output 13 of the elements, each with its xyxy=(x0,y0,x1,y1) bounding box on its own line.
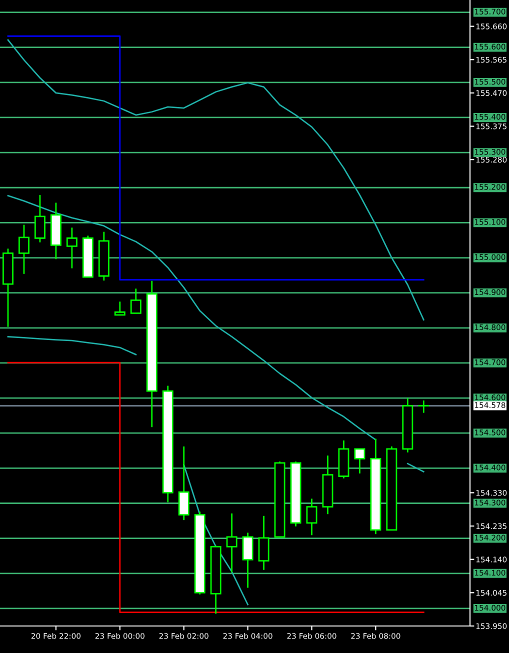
candlestick xyxy=(130,288,142,314)
candlestick xyxy=(34,194,46,244)
candlestick xyxy=(306,498,318,536)
candlestick xyxy=(418,400,430,414)
candlestick xyxy=(66,226,78,269)
candlestick xyxy=(226,512,238,574)
candlestick xyxy=(354,448,366,474)
candlestick xyxy=(242,532,254,588)
line-series xyxy=(7,39,424,321)
candlestick xyxy=(18,224,30,275)
candlestick xyxy=(258,515,270,571)
candlestick xyxy=(178,446,190,521)
candlestick xyxy=(114,300,126,316)
